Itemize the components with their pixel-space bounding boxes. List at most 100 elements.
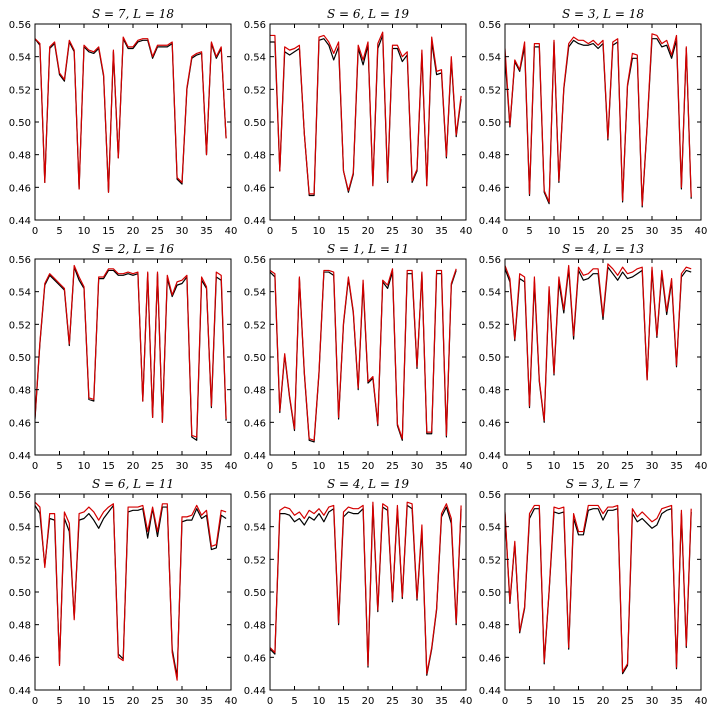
series-group xyxy=(35,501,227,681)
series-line-1 xyxy=(505,508,692,675)
x-tick-label: 15 xyxy=(102,696,115,707)
y-tick-label: 0.46 xyxy=(9,183,31,194)
y-tick-label: 0.44 xyxy=(244,451,266,462)
x-tick-label: 15 xyxy=(102,461,115,472)
series-line-1 xyxy=(35,504,227,678)
x-tick-label: 40 xyxy=(460,696,473,707)
x-tick-label: 20 xyxy=(597,696,610,707)
x-tick-label: 30 xyxy=(176,226,189,237)
subplot-title: S = 2, L = 16 xyxy=(92,242,174,256)
series-line-1 xyxy=(270,34,462,197)
y-tick-label: 0.46 xyxy=(9,653,31,664)
series-line-2 xyxy=(270,268,457,441)
y-tick-label: 0.54 xyxy=(9,288,31,299)
series-line-2 xyxy=(270,31,462,195)
series-line-2 xyxy=(35,264,227,438)
subplot-title: S = 3, L = 18 xyxy=(562,7,644,21)
y-tick-label: 0.52 xyxy=(479,85,501,96)
x-tick-label: 10 xyxy=(313,696,326,707)
x-tick-label: 30 xyxy=(646,226,659,237)
x-tick-label: 40 xyxy=(225,696,238,707)
x-tick-label: 35 xyxy=(200,226,213,237)
x-tick-label: 0 xyxy=(32,226,38,237)
subplot-2: S = 6, L = 19 0 5 10 15 20 25 30 35 40 0.44 0.46 0.4… xyxy=(244,7,473,237)
x-tick-label: 25 xyxy=(151,226,164,237)
y-tick-label: 0.56 xyxy=(479,490,501,501)
y-tick-label: 0.56 xyxy=(9,255,31,266)
x-tick-label: 40 xyxy=(695,226,708,237)
series-group xyxy=(505,504,692,675)
x-tick-label: 30 xyxy=(411,226,424,237)
x-tick-label: 30 xyxy=(411,461,424,472)
x-tick-label: 35 xyxy=(670,226,683,237)
x-tick-label: 25 xyxy=(621,696,634,707)
series-group xyxy=(505,263,692,423)
y-tick-label: 0.56 xyxy=(244,490,266,501)
x-tick-label: 20 xyxy=(362,461,375,472)
x-tick-label: 40 xyxy=(460,461,473,472)
x-tick-label: 15 xyxy=(572,696,585,707)
x-tick-label: 40 xyxy=(460,226,473,237)
x-tick-label: 15 xyxy=(337,461,350,472)
x-tick-label: 10 xyxy=(548,461,561,472)
x-tick-label: 0 xyxy=(502,696,508,707)
y-tick-label: 0.48 xyxy=(244,621,266,632)
y-tick-label: 0.48 xyxy=(479,621,501,632)
y-tick-label: 0.50 xyxy=(9,118,31,129)
subplot-title: S = 3, L = 7 xyxy=(566,477,641,491)
x-tick-label: 35 xyxy=(435,226,448,237)
y-tick-label: 0.56 xyxy=(479,20,501,31)
x-tick-label: 40 xyxy=(695,696,708,707)
x-tick-label: 5 xyxy=(526,461,532,472)
subplot-title: S = 6, L = 19 xyxy=(327,7,409,21)
x-tick-label: 10 xyxy=(313,461,326,472)
x-tick-label: 5 xyxy=(56,696,62,707)
y-tick-label: 0.52 xyxy=(9,85,31,96)
y-tick-label: 0.54 xyxy=(9,53,31,64)
x-tick-label: 30 xyxy=(411,696,424,707)
x-tick-label: 10 xyxy=(313,226,326,237)
subplot-title: S = 6, L = 11 xyxy=(92,477,174,491)
x-tick-label: 30 xyxy=(176,461,189,472)
x-tick-label: 10 xyxy=(78,696,91,707)
y-tick-label: 0.52 xyxy=(9,555,31,566)
y-tick-label: 0.52 xyxy=(244,320,266,331)
y-tick-label: 0.52 xyxy=(244,555,266,566)
subplot-5: S = 1, L = 11 0 5 10 15 20 25 30 35 40 0.44 0.46 0.4… xyxy=(244,242,473,472)
series-line-2 xyxy=(505,504,692,673)
subplot-1: S = 7, L = 18 0 5 10 15 20 25 30 35 40 0.44 0.46 0.4… xyxy=(9,7,238,237)
y-tick-label: 0.50 xyxy=(479,353,501,364)
y-tick-label: 0.46 xyxy=(244,183,266,194)
y-tick-label: 0.44 xyxy=(244,686,266,697)
y-tick-label: 0.44 xyxy=(9,216,31,227)
series-group xyxy=(505,33,692,208)
series-line-2 xyxy=(35,501,227,681)
y-tick-label: 0.54 xyxy=(244,523,266,534)
y-tick-label: 0.44 xyxy=(479,451,501,462)
x-tick-label: 5 xyxy=(56,461,62,472)
x-tick-label: 25 xyxy=(386,696,399,707)
x-tick-label: 40 xyxy=(695,461,708,472)
y-tick-label: 0.52 xyxy=(479,555,501,566)
y-tick-label: 0.54 xyxy=(479,288,501,299)
y-tick-label: 0.48 xyxy=(9,151,31,162)
x-tick-label: 0 xyxy=(267,696,273,707)
series-line-1 xyxy=(270,270,457,443)
x-tick-label: 10 xyxy=(78,226,91,237)
x-tick-label: 10 xyxy=(78,461,91,472)
x-tick-label: 0 xyxy=(502,226,508,237)
subplot-title: S = 7, L = 18 xyxy=(92,7,174,21)
series-line-1 xyxy=(505,266,692,423)
y-tick-label: 0.46 xyxy=(244,653,266,664)
x-tick-label: 5 xyxy=(526,226,532,237)
x-tick-label: 25 xyxy=(151,461,164,472)
x-tick-label: 35 xyxy=(200,696,213,707)
y-tick-label: 0.48 xyxy=(479,151,501,162)
x-tick-label: 35 xyxy=(670,696,683,707)
y-tick-label: 0.56 xyxy=(479,255,501,266)
y-tick-label: 0.54 xyxy=(479,523,501,534)
y-tick-label: 0.46 xyxy=(479,183,501,194)
x-tick-label: 35 xyxy=(435,461,448,472)
series-line-2 xyxy=(35,36,227,193)
y-tick-label: 0.44 xyxy=(479,686,501,697)
